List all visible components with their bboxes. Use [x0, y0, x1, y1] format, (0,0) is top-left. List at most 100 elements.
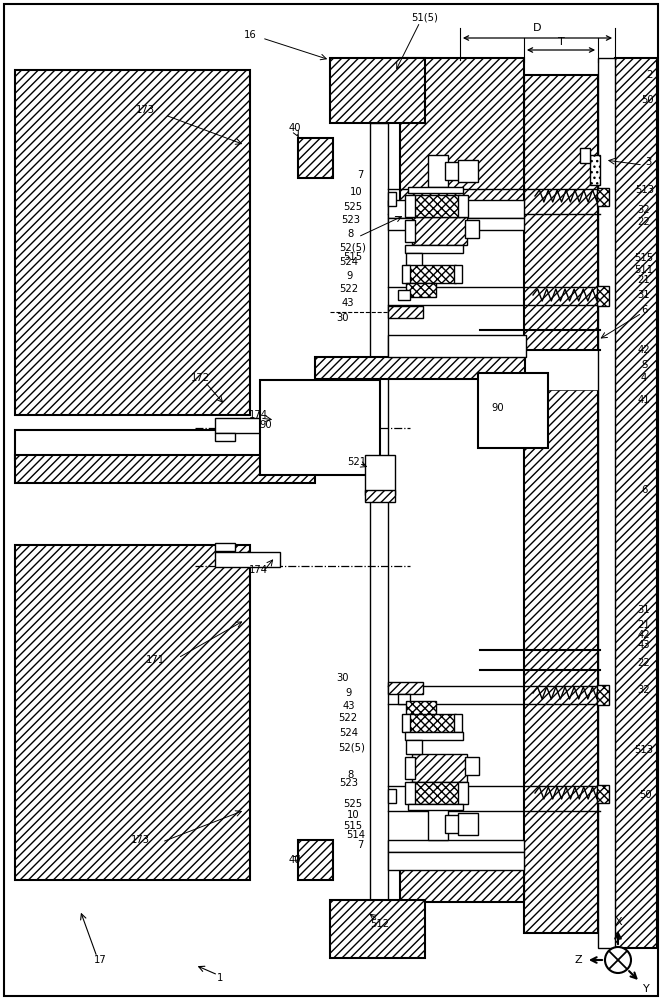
Text: 22: 22 — [638, 658, 650, 668]
Bar — [428, 155, 448, 187]
Bar — [330, 900, 425, 958]
Text: 512: 512 — [371, 919, 389, 929]
Text: 9: 9 — [347, 271, 354, 281]
Text: 21: 21 — [638, 275, 650, 285]
Bar — [400, 58, 524, 203]
Text: 511: 511 — [634, 265, 653, 275]
Text: 42: 42 — [638, 345, 650, 355]
Text: 513: 513 — [634, 745, 653, 755]
Bar — [215, 552, 280, 567]
Bar — [405, 245, 463, 253]
Bar — [215, 418, 280, 433]
Bar — [454, 714, 462, 732]
Bar — [405, 782, 415, 804]
Bar — [365, 455, 395, 495]
Text: 22: 22 — [638, 217, 650, 227]
Text: T: T — [557, 37, 565, 47]
Bar — [260, 380, 380, 475]
Bar — [406, 265, 456, 283]
Bar — [388, 200, 524, 218]
Text: 9: 9 — [346, 688, 352, 698]
Bar — [580, 148, 590, 163]
Text: 7: 7 — [357, 170, 363, 180]
Text: 523: 523 — [342, 215, 361, 225]
Text: 52(5): 52(5) — [338, 743, 365, 753]
Bar — [215, 543, 235, 551]
Text: 4: 4 — [641, 373, 647, 383]
Bar — [388, 840, 524, 852]
Bar — [405, 220, 415, 242]
Text: 514: 514 — [346, 830, 365, 840]
Text: 515: 515 — [344, 252, 363, 262]
Text: 523: 523 — [340, 778, 359, 788]
Bar — [405, 195, 415, 217]
Bar — [388, 789, 396, 803]
Text: 173: 173 — [136, 105, 154, 115]
Text: S: S — [641, 360, 647, 370]
Text: 525: 525 — [344, 799, 363, 809]
Text: 30: 30 — [337, 313, 350, 323]
Bar — [408, 187, 463, 193]
Text: 90: 90 — [492, 403, 504, 413]
Text: 17: 17 — [93, 955, 107, 965]
Bar — [406, 740, 422, 754]
Bar — [15, 455, 315, 483]
Text: 10: 10 — [347, 810, 359, 820]
Text: 40: 40 — [289, 855, 301, 865]
Bar — [598, 58, 615, 948]
Text: 8: 8 — [348, 770, 354, 780]
Bar — [215, 433, 235, 441]
Text: 43: 43 — [638, 640, 650, 650]
Bar — [590, 155, 600, 185]
Text: 515: 515 — [634, 253, 653, 263]
Bar — [406, 701, 436, 715]
Text: 173: 173 — [130, 835, 150, 845]
Text: 16: 16 — [244, 30, 256, 40]
Text: 50: 50 — [641, 95, 654, 105]
Text: D: D — [533, 23, 542, 33]
Text: 171: 171 — [146, 655, 165, 665]
Bar — [388, 218, 524, 230]
Text: 31: 31 — [638, 605, 650, 615]
Bar — [458, 782, 468, 804]
Text: 2: 2 — [646, 70, 652, 80]
Bar — [410, 195, 460, 217]
Text: 10: 10 — [350, 187, 362, 197]
Bar — [445, 815, 461, 833]
Bar — [15, 70, 250, 415]
Text: 42: 42 — [638, 630, 650, 640]
Text: Y: Y — [643, 984, 649, 994]
Circle shape — [605, 947, 631, 973]
Text: 513: 513 — [636, 185, 655, 195]
Bar — [405, 732, 463, 740]
Bar — [298, 138, 333, 178]
Bar — [458, 813, 478, 835]
Text: 50: 50 — [639, 790, 651, 800]
Text: 174: 174 — [248, 565, 267, 575]
Text: 521: 521 — [348, 457, 367, 467]
Text: 43: 43 — [342, 298, 354, 308]
Bar — [597, 685, 609, 705]
Bar — [388, 335, 526, 357]
Bar — [428, 808, 448, 840]
Text: 31: 31 — [638, 290, 650, 300]
Bar — [406, 253, 422, 267]
Bar — [445, 162, 461, 180]
Bar — [465, 757, 479, 775]
Bar — [15, 545, 250, 880]
Bar — [458, 160, 478, 182]
Text: 51(5): 51(5) — [412, 13, 438, 23]
Text: Z: Z — [574, 955, 582, 965]
Bar — [15, 430, 315, 460]
Bar — [465, 220, 479, 238]
Text: 43: 43 — [343, 701, 355, 711]
Text: 7: 7 — [357, 840, 363, 850]
Bar — [388, 306, 423, 318]
Bar — [315, 357, 525, 379]
Bar — [406, 714, 456, 732]
Text: 174: 174 — [248, 410, 267, 420]
Text: 522: 522 — [340, 284, 359, 294]
Bar — [398, 694, 410, 704]
Bar — [365, 490, 395, 502]
Bar — [597, 785, 609, 803]
